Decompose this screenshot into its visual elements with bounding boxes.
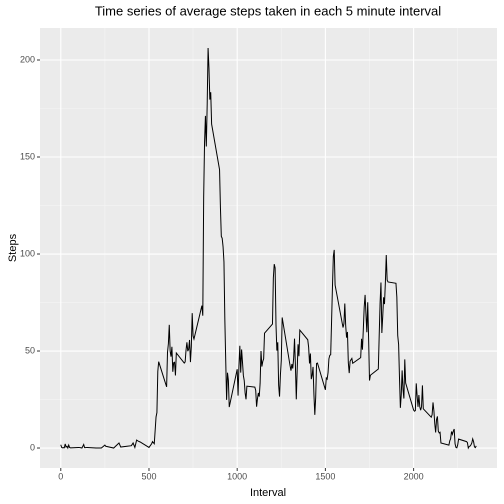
- y-tick-label: 100: [20, 248, 35, 258]
- y-tick-label: 150: [20, 151, 35, 161]
- chart-title: Time series of average steps taken in ea…: [95, 3, 441, 18]
- x-tick-label: 2000: [404, 471, 424, 481]
- x-tick-label: 0: [58, 471, 63, 481]
- x-axis-title: Interval: [250, 487, 286, 499]
- line: [60, 47, 477, 450]
- y-axis-title: Steps: [7, 233, 19, 262]
- y-tick-label: 50: [25, 345, 35, 355]
- x-tick-label: 500: [141, 471, 156, 481]
- x-tick-label: 1500: [315, 471, 335, 481]
- panel: [40, 28, 497, 468]
- y-tick-label: 200: [20, 54, 35, 64]
- x-tick-label: 1000: [227, 471, 247, 481]
- y-tick-label: 0: [30, 442, 35, 452]
